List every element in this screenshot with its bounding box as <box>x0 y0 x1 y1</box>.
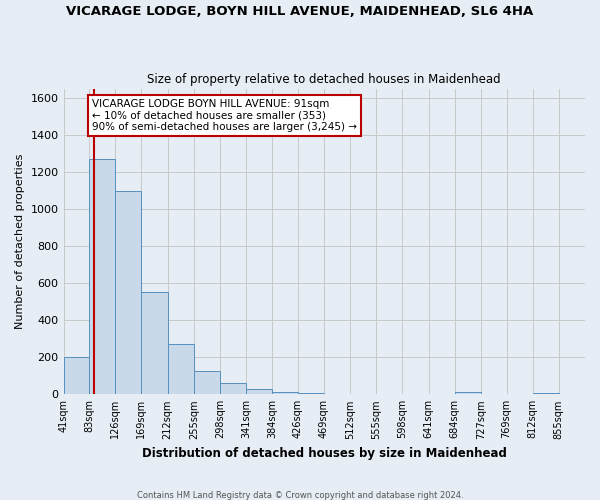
Text: VICARAGE LODGE BOYN HILL AVENUE: 91sqm
← 10% of detached houses are smaller (353: VICARAGE LODGE BOYN HILL AVENUE: 91sqm ←… <box>92 98 357 132</box>
X-axis label: Distribution of detached houses by size in Maidenhead: Distribution of detached houses by size … <box>142 447 507 460</box>
Bar <box>89 159 115 394</box>
Text: VICARAGE LODGE, BOYN HILL AVENUE, MAIDENHEAD, SL6 4HA: VICARAGE LODGE, BOYN HILL AVENUE, MAIDEN… <box>67 5 533 18</box>
Bar <box>246 388 272 394</box>
Bar <box>167 344 194 395</box>
Bar <box>142 292 167 394</box>
Bar <box>455 392 481 394</box>
Bar <box>115 192 142 394</box>
Text: Contains HM Land Registry data © Crown copyright and database right 2024.: Contains HM Land Registry data © Crown c… <box>137 490 463 500</box>
Y-axis label: Number of detached properties: Number of detached properties <box>15 154 25 329</box>
Bar <box>64 357 89 395</box>
Title: Size of property relative to detached houses in Maidenhead: Size of property relative to detached ho… <box>148 73 501 86</box>
Bar <box>194 371 220 394</box>
Bar <box>272 392 298 394</box>
Bar <box>220 383 246 394</box>
